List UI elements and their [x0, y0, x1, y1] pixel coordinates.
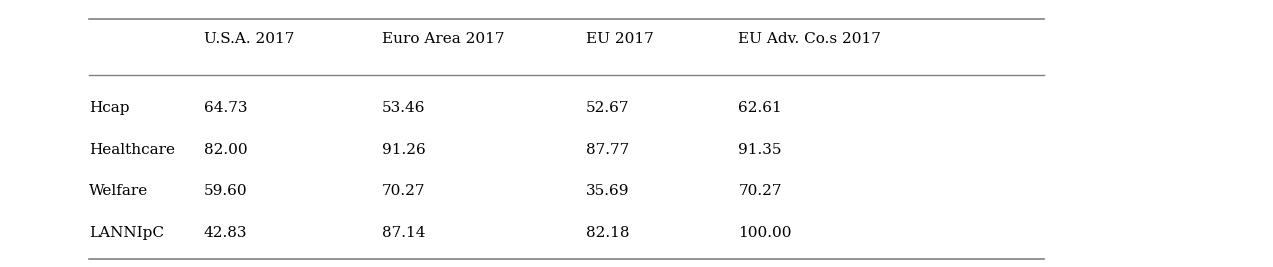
Text: EU Adv. Co.s 2017: EU Adv. Co.s 2017 — [738, 32, 881, 46]
Text: 91.26: 91.26 — [382, 143, 425, 157]
Text: 87.77: 87.77 — [586, 143, 629, 157]
Text: 35.69: 35.69 — [586, 184, 629, 198]
Text: U.S.A. 2017: U.S.A. 2017 — [204, 32, 294, 46]
Text: 70.27: 70.27 — [382, 184, 425, 198]
Text: Healthcare: Healthcare — [89, 143, 176, 157]
Text: 91.35: 91.35 — [738, 143, 782, 157]
Text: 64.73: 64.73 — [204, 101, 247, 115]
Text: 100.00: 100.00 — [738, 226, 792, 239]
Text: 87.14: 87.14 — [382, 226, 425, 239]
Text: 53.46: 53.46 — [382, 101, 425, 115]
Text: EU 2017: EU 2017 — [586, 32, 653, 46]
Text: Hcap: Hcap — [89, 101, 130, 115]
Text: 70.27: 70.27 — [738, 184, 782, 198]
Text: 59.60: 59.60 — [204, 184, 247, 198]
Text: Welfare: Welfare — [89, 184, 149, 198]
Text: 62.61: 62.61 — [738, 101, 782, 115]
Text: Euro Area 2017: Euro Area 2017 — [382, 32, 504, 46]
Text: 52.67: 52.67 — [586, 101, 629, 115]
Text: 42.83: 42.83 — [204, 226, 247, 239]
Text: LANNIpC: LANNIpC — [89, 226, 164, 239]
Text: 82.00: 82.00 — [204, 143, 247, 157]
Text: 82.18: 82.18 — [586, 226, 629, 239]
